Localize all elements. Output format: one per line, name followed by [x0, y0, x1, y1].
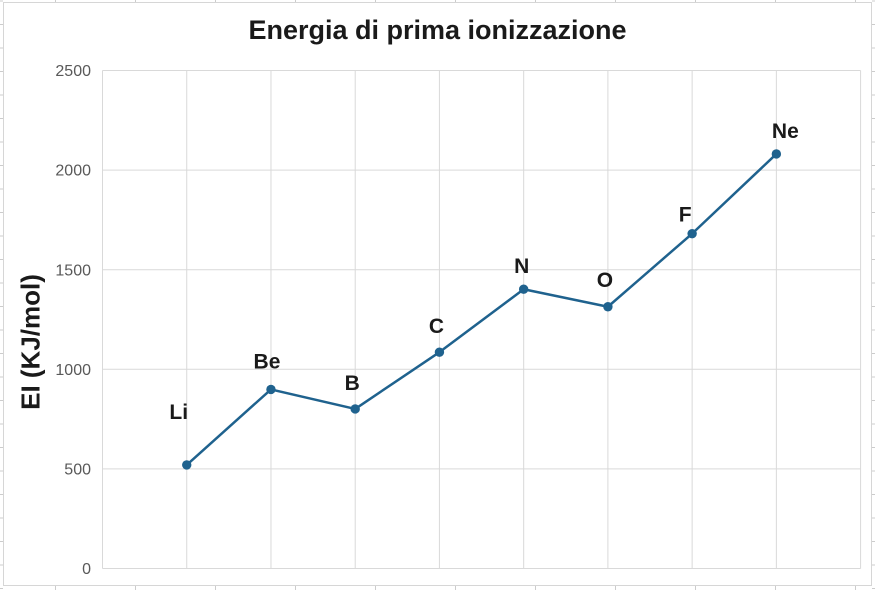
point-label-B: B [345, 372, 360, 395]
y-tick-label: 1500 [55, 262, 91, 279]
data-point-marker-O [603, 302, 613, 312]
y-tick-label: 0 [82, 561, 91, 578]
data-point-marker-Li [182, 460, 192, 470]
data-point-marker-B [350, 404, 360, 414]
data-point-marker-N [518, 284, 529, 294]
data-point-marker-Be [266, 384, 276, 395]
point-label-F: F [679, 204, 692, 227]
y-tick-label: 2500 [55, 63, 91, 80]
point-label-Ne: Ne [772, 120, 799, 143]
point-label-Li: Li [169, 401, 188, 424]
data-point-marker-C [434, 347, 445, 357]
y-tick-label: 500 [64, 462, 91, 479]
chart-title: Energia di prima ionizzazione [248, 15, 627, 45]
chart-border [3, 2, 872, 586]
data-point-marker-F [687, 228, 697, 239]
y-tick-label: 2000 [55, 163, 91, 180]
point-label-Be: Be [254, 350, 281, 373]
y-tick-label: 1000 [55, 362, 91, 379]
series-line [185, 152, 778, 467]
data-point-marker-Ne [771, 149, 782, 159]
point-label-O: O [597, 269, 613, 292]
point-label-N: N [514, 255, 529, 278]
point-label-C: C [429, 315, 444, 338]
